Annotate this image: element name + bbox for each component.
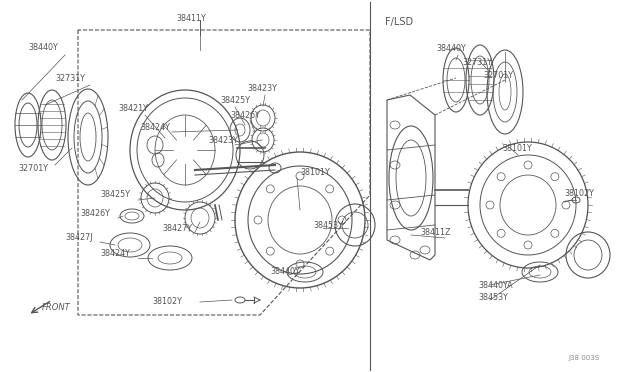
Text: 38424Y: 38424Y bbox=[100, 250, 130, 259]
Text: 38453Y: 38453Y bbox=[313, 221, 343, 230]
Text: F/LSD: F/LSD bbox=[385, 17, 413, 27]
Text: 38440Y: 38440Y bbox=[436, 44, 466, 52]
Text: 38427J: 38427J bbox=[65, 232, 93, 241]
Text: 38426Y: 38426Y bbox=[230, 110, 260, 119]
Text: 38425Y: 38425Y bbox=[100, 189, 130, 199]
Text: 38102Y: 38102Y bbox=[152, 298, 182, 307]
Text: 38423Y: 38423Y bbox=[247, 83, 277, 93]
Text: 38440YA: 38440YA bbox=[478, 280, 513, 289]
Text: 38101Y: 38101Y bbox=[502, 144, 532, 153]
Text: 38427Y: 38427Y bbox=[162, 224, 192, 232]
Text: 38425Y: 38425Y bbox=[220, 96, 250, 105]
Text: 32731Y: 32731Y bbox=[462, 58, 492, 67]
Text: 38421Y: 38421Y bbox=[118, 103, 148, 112]
Text: 38423Y: 38423Y bbox=[208, 135, 238, 144]
Text: 38424Y: 38424Y bbox=[140, 122, 170, 131]
Text: 38440Y: 38440Y bbox=[270, 267, 300, 276]
Text: 38426Y: 38426Y bbox=[80, 208, 110, 218]
Text: 38101Y: 38101Y bbox=[300, 167, 330, 176]
Text: 38411Y: 38411Y bbox=[176, 13, 205, 22]
Text: FRONT: FRONT bbox=[42, 304, 71, 312]
Text: 32731Y: 32731Y bbox=[55, 74, 85, 83]
Text: J38 003S: J38 003S bbox=[568, 355, 599, 361]
Text: 32701Y: 32701Y bbox=[18, 164, 48, 173]
Text: 32701Y: 32701Y bbox=[483, 71, 513, 80]
Text: 38440Y: 38440Y bbox=[28, 42, 58, 51]
Text: 38102Y: 38102Y bbox=[564, 189, 594, 198]
Text: 38453Y: 38453Y bbox=[478, 294, 508, 302]
Text: 38411Z: 38411Z bbox=[420, 228, 451, 237]
